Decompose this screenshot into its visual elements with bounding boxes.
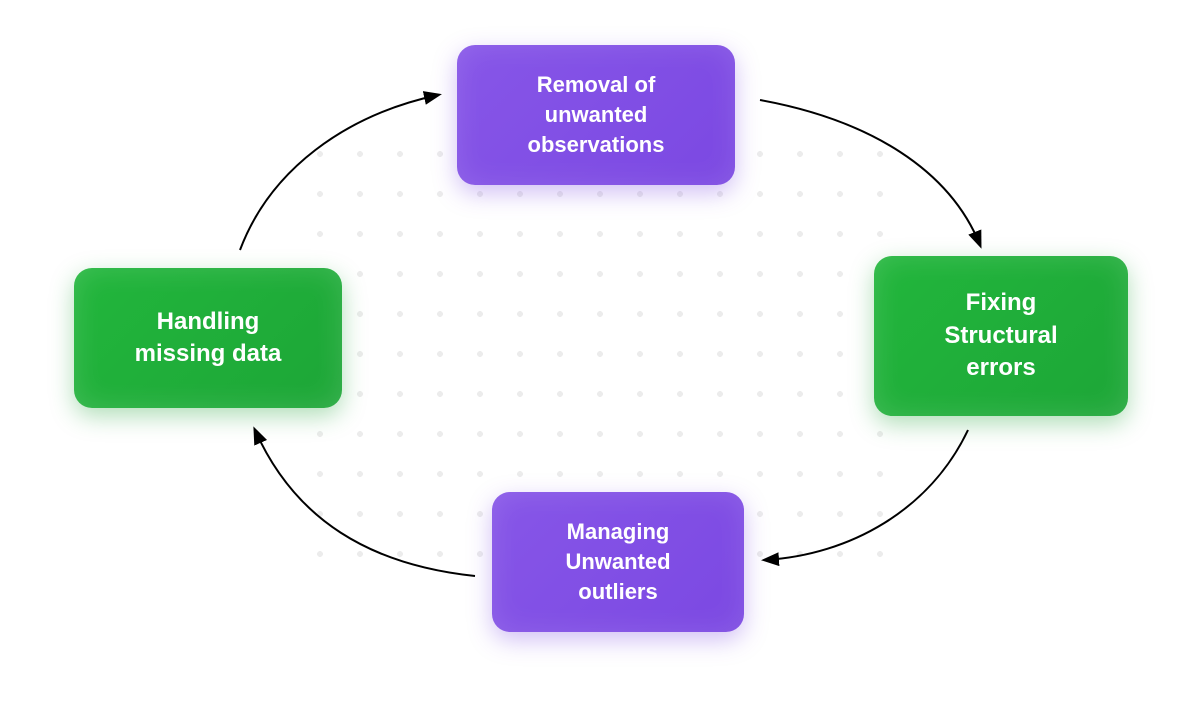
node-fixing-structural-errors: Fixing Structural errors xyxy=(874,256,1128,416)
arrow-bottom-to-left xyxy=(255,430,475,576)
node-label: Fixing Structural errors xyxy=(944,287,1057,384)
arrow-top-to-right xyxy=(760,100,980,245)
node-label: Handling missing data xyxy=(135,306,282,371)
node-label: Managing Unwanted outliers xyxy=(565,517,670,606)
node-managing-outliers: Managing Unwanted outliers xyxy=(492,492,744,632)
arrow-right-to-bottom xyxy=(765,430,968,560)
arrow-left-to-top xyxy=(240,95,438,250)
node-label: Removal of unwanted observations xyxy=(528,70,665,159)
cycle-diagram: Removal of unwanted observations Fixing … xyxy=(0,0,1200,707)
node-removal-observations: Removal of unwanted observations xyxy=(457,45,735,185)
node-handling-missing-data: Handling missing data xyxy=(74,268,342,408)
